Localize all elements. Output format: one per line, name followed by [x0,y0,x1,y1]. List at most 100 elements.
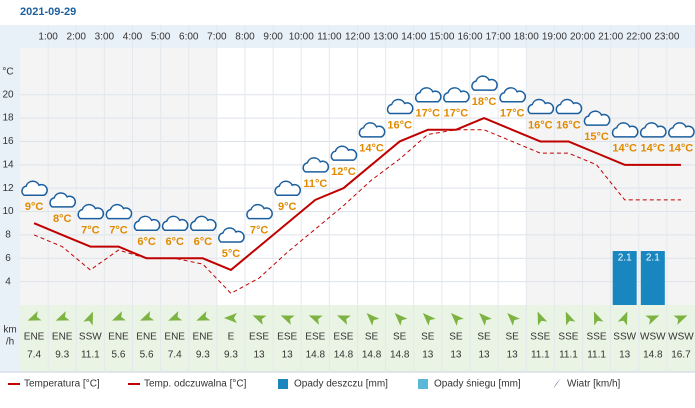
cloud [386,98,414,115]
temperature-label: 6°C [194,236,213,248]
wind-speed: 14.8 [362,350,382,361]
x-tick-label: 3:00 [95,32,115,43]
wind-speed: 14.8 [390,350,410,361]
x-tick-label: 22:00 [626,32,651,43]
arrow [252,315,267,325]
weather-icon [386,98,414,115]
cloud [358,122,386,138]
x-tick-label: 17:00 [486,32,511,43]
wind-direction: SSE [587,332,607,343]
wind-arrow [83,311,93,326]
wind-direction: ESE [305,332,325,343]
wind-direction: ESE [333,332,353,343]
y-tick-label: 4 [5,276,11,287]
wind-direction: SE [477,332,491,343]
legend-label: Temp. odczuwalna [°C] [144,379,247,390]
cloud [330,145,358,161]
wind-speed: 13 [479,350,491,361]
weather-icon [330,145,358,161]
wind-arrow [252,315,267,325]
temperature-label: 16°C [387,119,412,131]
wind-speed: 11.1 [559,350,578,361]
cloud [77,203,105,220]
legend-label: Opady deszczu [mm] [294,379,388,390]
y-tick-label: 12 [2,183,14,194]
wind-direction: SSE [558,332,578,343]
temperature-label: 6°C [165,236,184,248]
arrow [168,311,183,321]
rain-bar [640,251,665,305]
arrow [617,311,628,326]
legend-label: Wiatr [km/h] [567,379,621,390]
chart-title: 2021-09-29 [20,6,76,18]
cloud [246,203,273,220]
temperature-line [33,117,681,271]
weather-icon [274,180,302,196]
wind-speed: 13 [282,350,294,361]
temperature-label: 12°C [331,166,356,178]
wind-direction: SE [365,332,379,343]
temperature-label: 18°C [472,96,497,108]
wind-direction: SSW [79,332,102,343]
cloud [133,215,161,232]
cloud [583,110,611,126]
arrow [479,313,492,326]
x-tick-label: 9:00 [263,32,283,43]
legend-label: Opady śniegu [mm] [434,379,521,390]
arrow [336,315,351,325]
legend-swatch [278,379,288,389]
temperature-label: 7°C [109,224,128,236]
y-tick-label: 16 [2,136,14,147]
wind-speed: 13 [450,350,462,361]
weather-icon [527,98,555,115]
wind-speed: 13 [422,350,434,361]
arrow [55,311,70,321]
temperature-label: 9°C [278,201,297,213]
x-tick-label: 2:00 [67,32,87,43]
arrow [507,313,520,326]
wind-direction: ENE [193,332,214,343]
cloud [218,227,245,243]
cloud [668,122,695,138]
wind-speed: 14.8 [334,350,354,361]
arrow [111,311,126,321]
wind-arrow [537,311,548,326]
temperature-label: 14°C [669,143,694,155]
temperature-label: 7°C [81,224,100,236]
wind-arrow [223,313,237,323]
temperature-label: 16°C [528,119,553,131]
temperature-label: 15°C [584,131,609,143]
arrow [366,313,380,326]
wind-arrow [366,313,380,326]
wind-speed: 9.3 [196,350,210,361]
y-tick-label: 8 [5,230,11,241]
wind-direction: SSE [530,332,550,343]
arrow [450,313,464,326]
wind-axis-label: km [3,325,16,336]
weather-icon [668,122,695,138]
cloud [161,215,189,232]
arrow [280,315,295,325]
x-tick-label: 1:00 [38,32,58,43]
wind-arrow [673,315,688,325]
wind-direction: ENE [24,332,45,343]
wind-speed: 7.4 [168,350,182,361]
arrow [537,311,548,326]
x-tick-label: 21:00 [598,32,623,43]
bar-label: 2.1 [646,253,660,264]
weather-icon [105,203,133,220]
temperature-label: 17°C [416,108,441,120]
temperature-label: 14°C [641,143,666,155]
wind-speed: 9.3 [224,350,238,361]
wind-direction: ENE [164,332,185,343]
wind-arrow [479,313,492,326]
x-tick-label: 13:00 [373,32,398,43]
temperature-label: 16°C [556,119,581,131]
y-tick-label: 10 [2,206,14,217]
cloud [274,180,302,196]
arrow [565,311,576,326]
rain-bar [612,251,637,305]
temperature-label: 8°C [53,213,72,225]
wind-speed: 13 [507,350,519,361]
wind-speed: 16.7 [671,350,691,361]
